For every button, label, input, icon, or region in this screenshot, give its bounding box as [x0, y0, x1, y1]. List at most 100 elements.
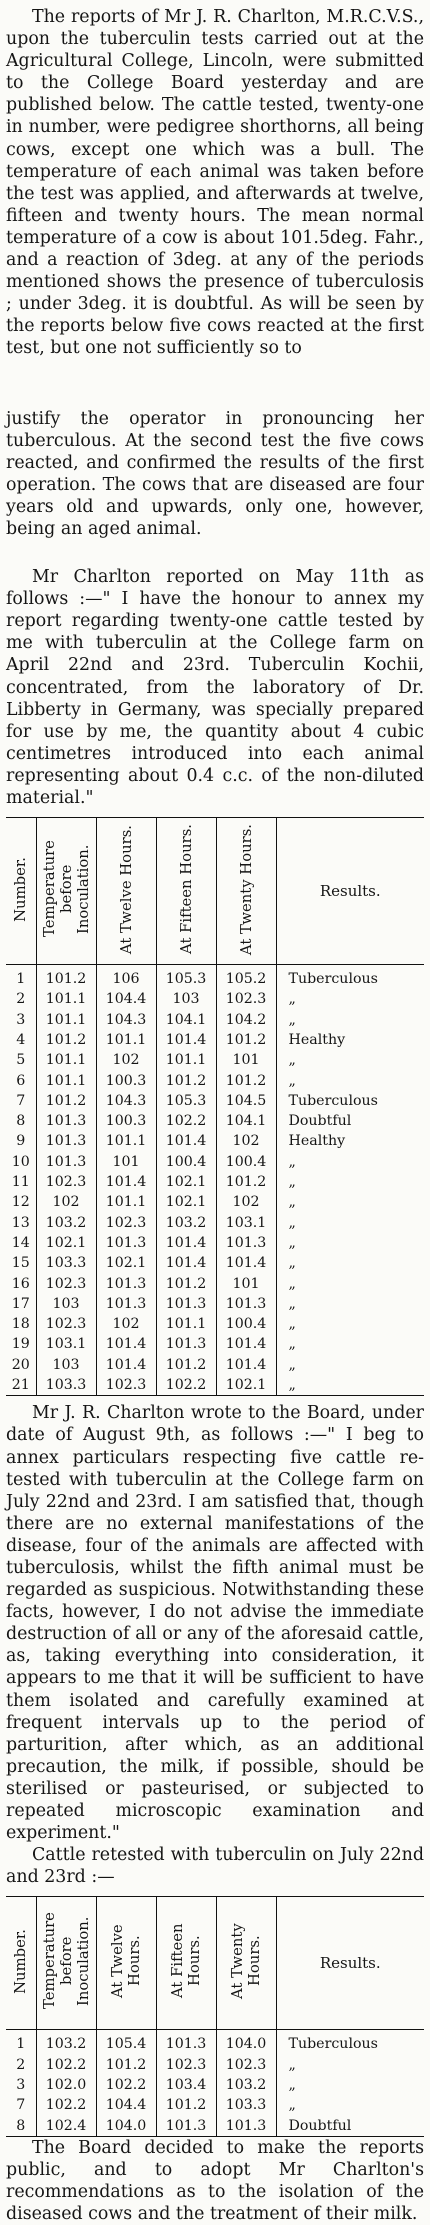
cell-twelve-hours: 104.3	[96, 1090, 157, 1112]
cell-number: 8	[6, 2115, 37, 2137]
cell-temp-before: 103.3	[36, 1375, 97, 1397]
cell-temp-before: 102	[36, 1192, 97, 1213]
cell-temp-before: 103.1	[36, 1334, 97, 1355]
cell-temp-before: 102.4	[36, 2115, 97, 2137]
cell-number: 1	[6, 2029, 37, 2055]
cell-number: 14	[6, 1232, 37, 1254]
header-results: Results.	[276, 1896, 424, 2031]
cell-twelve-hours: 104.3	[96, 1009, 157, 1030]
cell-result: „	[276, 1375, 424, 1397]
cell-number: 2	[6, 989, 37, 1010]
cell-result: Doubtful	[276, 2115, 424, 2137]
cell-twelve-hours: 101.2	[96, 2054, 157, 2075]
cell-twenty-hours: 102	[216, 1192, 277, 1213]
header-temp-before: Temperature before Inoculation.	[36, 817, 97, 966]
results-table-retest: Number. Temperature before Inoculation. …	[6, 1896, 424, 2137]
cell-fifteen-hours: 101.4	[156, 1232, 217, 1254]
cell-fifteen-hours: 102.3	[156, 2054, 217, 2075]
results-table-first-test: Number. Temperature before Inoculation. …	[6, 817, 424, 1397]
cell-temp-before: 102.2	[36, 2095, 97, 2116]
cell-temp-before: 103.2	[36, 2029, 97, 2055]
cell-fifteen-hours: 101.3	[156, 2115, 217, 2137]
cell-twelve-hours: 101.4	[96, 1334, 157, 1355]
cell-twenty-hours: 101	[216, 1050, 277, 1071]
cell-fifteen-hours: 105.3	[156, 1090, 217, 1112]
cell-fifteen-hours: 101.2	[156, 1354, 217, 1376]
cell-fifteen-hours: 103.4	[156, 2074, 217, 2096]
cell-number: 13	[6, 1212, 37, 1233]
cell-result: „	[288, 1011, 296, 1028]
cell-fifteen-hours: 105.3	[156, 964, 217, 990]
cell-twelve-hours: 101.3	[96, 1232, 157, 1254]
cell-twenty-hours: 101.3	[216, 1232, 277, 1254]
cell-twenty-hours: 101.4	[216, 1253, 277, 1274]
cell-number: 16	[6, 1273, 37, 1294]
table-row: 7 101.2 104.3 105.3 104.5 Tuberculous	[6, 1090, 424, 1112]
table-row: 18 102.3 102 101.1 100.4 „	[6, 1314, 424, 1335]
cell-twenty-hours: 101.2	[216, 1070, 277, 1091]
paragraph-board-decision: The Board decided to make the reports pu…	[6, 2137, 424, 2225]
cell-twelve-hours: 101.3	[96, 1273, 157, 1294]
cell-fifteen-hours: 103.2	[156, 1212, 217, 1233]
cell-temp-before: 103	[36, 1293, 97, 1315]
cell-result: Tuberculous	[288, 1092, 378, 1109]
cell-fifteen-hours: 101.1	[156, 1314, 217, 1335]
cell-temp-before: 103.3	[36, 1253, 97, 1274]
table-row: 8 101.3 100.3 102.2 104.1 Doubtful	[6, 1111, 424, 1132]
cell-result: „	[288, 1316, 296, 1333]
cell-twenty-hours: 101.3	[216, 1293, 277, 1315]
cell-result: „	[288, 1153, 296, 1170]
cell-twelve-hours: 101.4	[96, 1172, 157, 1193]
cell-fifteen-hours: 102.1	[156, 1172, 217, 1193]
cell-twenty-hours: 103.1	[216, 1212, 277, 1233]
cell-result: „	[288, 1336, 296, 1353]
table-row: 20 103 101.4 101.2 101.4 „	[6, 1354, 424, 1376]
cell-temp-before: 101.2	[36, 1090, 97, 1112]
cell-twenty-hours: 104.0	[216, 2029, 277, 2055]
cell-twenty-hours: 100.4	[216, 1314, 277, 1335]
cell-number: 5	[6, 1050, 37, 1071]
cell-temp-before: 101.1	[36, 1070, 97, 1091]
cell-number: 20	[6, 1354, 37, 1376]
cell-twenty-hours: 101.3	[216, 2115, 277, 2137]
cell-fifteen-hours: 101.2	[156, 1273, 217, 1294]
header-twelve-hours: At Twelve Hours.	[96, 817, 157, 966]
cell-twenty-hours: 102.3	[216, 2054, 277, 2075]
cell-twelve-hours: 102.3	[96, 1375, 157, 1397]
cell-result: „	[288, 1194, 296, 1211]
cell-temp-before: 102.3	[36, 1273, 97, 1294]
cell-twenty-hours: 101.4	[216, 1334, 277, 1355]
cell-twenty-hours: 105.2	[216, 964, 277, 990]
cell-temp-before: 102.0	[36, 2074, 97, 2096]
cell-number: 9	[6, 1131, 37, 1152]
cell-number: 1	[6, 964, 37, 990]
table-row: 1 103.2 105.4 101.3 104.0 Tuberculous	[6, 2029, 424, 2055]
cell-twelve-hours: 101.1	[96, 1192, 157, 1213]
table-row: 17 103 101.3 101.3 101.3 „	[6, 1293, 424, 1315]
table-row: 12 102 101.1 102.1 102 „	[6, 1192, 424, 1213]
header-temp-before: Temperature before Inoculation.	[36, 1896, 97, 2031]
table-row: 3 102.0 102.2 103.4 103.2 „	[6, 2074, 424, 2096]
cell-number: 4	[6, 1029, 37, 1051]
cell-result: Healthy	[288, 1031, 346, 1048]
cell-number: 6	[6, 1070, 37, 1091]
table-row: 11 102.3 101.4 102.1 101.2 „	[6, 1172, 424, 1193]
cell-twenty-hours: 101.4	[216, 1354, 277, 1376]
cell-twenty-hours: 102.1	[216, 1375, 277, 1397]
cell-twelve-hours: 101.3	[96, 1293, 157, 1315]
cell-twenty-hours: 104.5	[216, 1090, 277, 1112]
table-row: 10 101.3 101 100.4 100.4 „	[6, 1151, 424, 1173]
cell-result: „	[288, 1234, 296, 1251]
cell-twelve-hours: 105.4	[96, 2029, 157, 2055]
cell-result: Tuberculous	[288, 971, 378, 988]
cell-twelve-hours: 102	[96, 1314, 157, 1335]
table-row: 2 101.1 104.4 103 102.3 „	[6, 989, 424, 1010]
table-row: 1 101.2 106 105.3 105.2 Tuberculous	[6, 964, 424, 990]
cell-temp-before: 101.1	[36, 1050, 97, 1071]
cell-number: 7	[6, 1090, 37, 1112]
cell-fifteen-hours: 101.3	[156, 1334, 217, 1355]
cell-fifteen-hours: 101.4	[156, 1131, 217, 1152]
cell-twelve-hours: 101.4	[96, 1354, 157, 1376]
cell-number: 3	[6, 2074, 37, 2096]
